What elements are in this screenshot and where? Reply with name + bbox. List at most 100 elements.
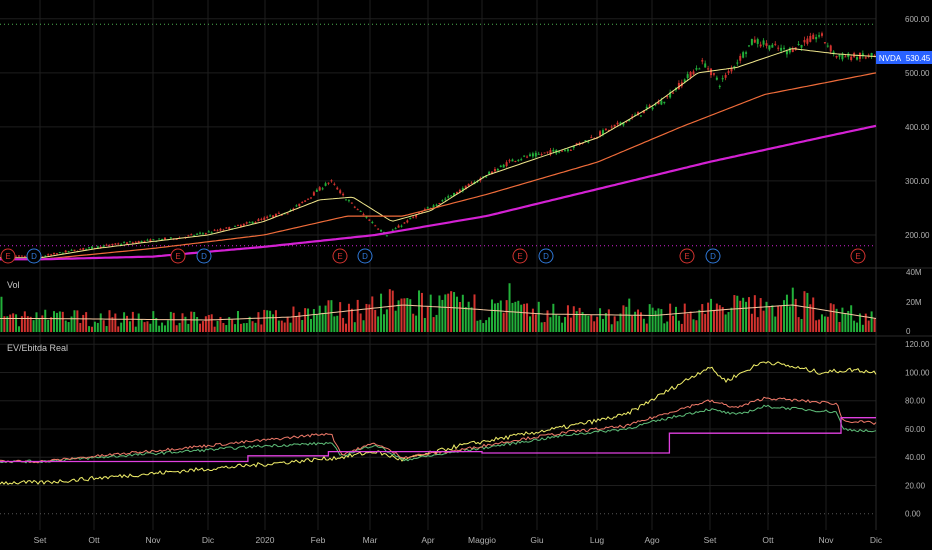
volume-bar xyxy=(467,301,470,332)
price-tick-label: 400.00 xyxy=(905,123,930,132)
candle-body xyxy=(400,225,403,227)
candle-body xyxy=(558,151,561,153)
volume-bar xyxy=(502,312,505,332)
candle-body xyxy=(163,237,166,240)
dividend-event-icon[interactable]: D xyxy=(705,248,721,264)
price-pane[interactable] xyxy=(0,23,877,261)
volume-bar xyxy=(733,295,736,332)
volume-bar xyxy=(604,313,607,332)
volume-bar xyxy=(26,316,29,332)
volume-bar xyxy=(307,308,310,332)
volume-bar xyxy=(774,316,777,332)
ev-pane-label: EV/Ebitda Real xyxy=(7,343,68,353)
volume-bar xyxy=(654,310,657,332)
volume-bar xyxy=(788,306,791,332)
axes: Set Ott Nov Dic 2020 Feb Mar Apr Maggio Giu Lug Ago… xyxy=(34,15,930,545)
candle-body xyxy=(158,238,161,240)
dividend-event-icon[interactable]: D xyxy=(196,248,212,264)
volume-bar xyxy=(777,305,780,332)
event-label: D xyxy=(710,252,716,261)
volume-bar xyxy=(450,291,453,332)
event-label: E xyxy=(175,252,180,261)
candle-body xyxy=(575,143,578,145)
volume-bar xyxy=(219,316,222,332)
volume-pane[interactable] xyxy=(0,283,877,332)
earnings-event-icon[interactable]: E xyxy=(332,248,348,264)
candle-body xyxy=(745,52,748,54)
volume-bar xyxy=(359,313,362,332)
volume-bar xyxy=(677,320,680,332)
candle-body xyxy=(756,39,759,44)
earnings-event-icon[interactable]: E xyxy=(0,248,16,264)
dividend-event-icon[interactable]: D xyxy=(538,248,554,264)
candle-body xyxy=(418,212,421,214)
candle-body xyxy=(564,149,567,151)
volume-bar xyxy=(622,305,625,332)
volume-bar xyxy=(648,304,651,332)
volume-bar xyxy=(666,321,669,332)
volume-bar xyxy=(832,304,835,332)
candle-body xyxy=(254,221,257,223)
volume-bar xyxy=(637,309,640,332)
dividend-event-icon[interactable]: D xyxy=(357,248,373,264)
volume-bar xyxy=(511,302,514,332)
volume-bar xyxy=(523,303,526,332)
volume-bar xyxy=(152,311,155,332)
x-tick-label: Ott xyxy=(88,535,100,545)
earnings-event-icon[interactable]: E xyxy=(170,248,186,264)
volume-bar xyxy=(432,317,435,332)
volume-bar xyxy=(17,326,20,332)
event-label: E xyxy=(337,252,342,261)
volume-bar xyxy=(870,311,873,332)
candle-body xyxy=(196,233,199,235)
candle-body xyxy=(753,39,756,43)
candle-body xyxy=(248,222,251,224)
earnings-event-icon[interactable]: E xyxy=(512,248,528,264)
candle-body xyxy=(686,74,689,78)
earnings-event-icon[interactable]: E xyxy=(850,248,866,264)
volume-bar xyxy=(663,323,666,332)
volume-bar xyxy=(9,314,12,332)
volume-bar xyxy=(295,316,298,332)
volume-bar xyxy=(517,300,520,332)
candle-body xyxy=(70,249,73,251)
volume-bar xyxy=(639,312,642,332)
candle-body xyxy=(20,255,23,257)
volume-bar xyxy=(625,306,628,332)
volume-bar xyxy=(131,311,134,332)
candle-body xyxy=(864,57,867,59)
candle-body xyxy=(394,228,397,230)
candle-body xyxy=(269,215,272,217)
volume-bar xyxy=(835,308,838,332)
volume-bar xyxy=(823,316,826,332)
price-tick-label: 500.00 xyxy=(905,69,930,78)
volume-bar xyxy=(362,320,365,332)
candle-body xyxy=(73,249,76,251)
earnings-event-icon[interactable]: E xyxy=(679,248,695,264)
candle-body xyxy=(17,255,20,257)
candle-body xyxy=(841,53,844,60)
candle-body xyxy=(58,252,61,254)
candle-body xyxy=(207,231,210,233)
volume-bar xyxy=(780,305,783,332)
candle-body xyxy=(251,221,254,224)
candle-body xyxy=(161,238,164,241)
candle-body xyxy=(236,224,239,226)
volume-bar xyxy=(257,312,260,332)
candle-body xyxy=(105,244,108,246)
candle-body xyxy=(318,187,321,191)
volume-bar xyxy=(844,313,847,332)
ev-step-line xyxy=(0,417,876,463)
candle-body xyxy=(286,213,289,215)
volume-bar xyxy=(134,326,137,332)
dividend-event-icon[interactable]: D xyxy=(26,248,42,264)
event-label: E xyxy=(855,252,860,261)
volume-bar xyxy=(537,301,540,332)
volume-bar xyxy=(692,319,695,332)
last-price-tag[interactable]: NVDA 530.45 xyxy=(876,51,932,64)
candle-body xyxy=(260,218,263,220)
ev-ebitda-pane[interactable] xyxy=(0,361,877,515)
